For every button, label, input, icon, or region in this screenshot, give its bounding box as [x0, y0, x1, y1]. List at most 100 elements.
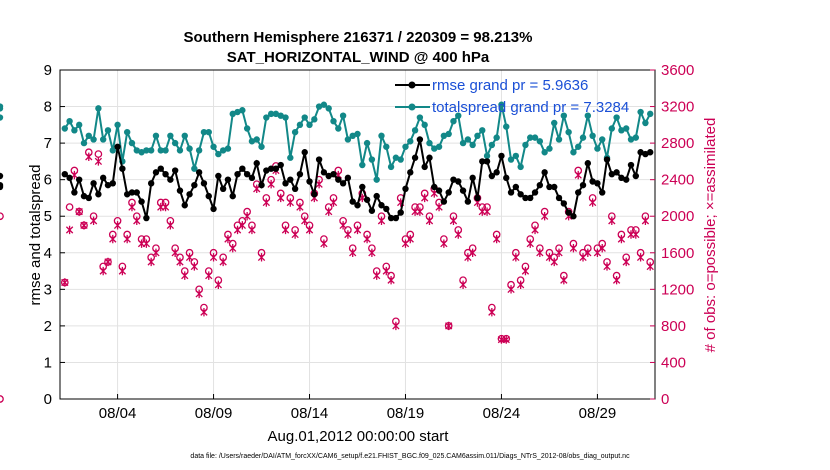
totalspread-point: [287, 154, 294, 161]
rmse-point: [99, 174, 107, 182]
rmse-point: [171, 167, 179, 174]
legend-spread-marker: [408, 103, 416, 111]
y-tick-right-label: 1600: [661, 245, 694, 262]
rmse-point: [315, 156, 323, 163]
totalspread-point: [277, 112, 284, 119]
obs-assimilated-point: [113, 221, 122, 230]
obs-assimilated-point: [440, 239, 448, 248]
rmse-point: [253, 160, 260, 167]
obs-assimilated-point: [200, 307, 208, 317]
rmse-point: [224, 176, 232, 183]
rmse-point: [243, 170, 251, 178]
totalspread-point: [459, 139, 467, 147]
rmse-point: [589, 178, 596, 185]
totalspread-point: [320, 101, 328, 108]
totalspread-point: [224, 145, 232, 152]
obs-assimilated-point: [195, 289, 203, 299]
totalspread-point: [80, 139, 88, 147]
rmse-point: [162, 170, 169, 178]
obs-assimilated-point: [329, 198, 338, 207]
rmse-point: [483, 158, 491, 165]
totalspread-point: [219, 147, 227, 154]
obs-assimilated-point: [560, 275, 568, 285]
totalspread-point: [608, 125, 616, 132]
rmse-point: [311, 191, 318, 198]
rmse-point: [157, 165, 164, 172]
x-axis-label: Aug.01,2012 00:00:00 start: [268, 428, 450, 445]
rmse-point: [282, 180, 289, 187]
rmse-point: [267, 165, 275, 172]
totalspread-point: [291, 128, 299, 136]
obs-assimilated-point: [373, 271, 381, 280]
obs-assimilated-point: [550, 257, 558, 267]
rmse-point: [0, 183, 4, 191]
totalspread-point: [234, 108, 241, 116]
obs-assimilated-point: [349, 248, 357, 257]
obs-assimilated-point: [516, 280, 525, 289]
totalspread-point: [200, 128, 208, 136]
obs-assimilated-point: [291, 230, 299, 239]
obs-assimilated-point: [286, 198, 294, 207]
totalspread-point: [143, 147, 150, 154]
rmse-point: [493, 169, 500, 176]
totalspread-point: [527, 134, 534, 141]
rmse-point: [565, 209, 572, 216]
x-axis: 08/04 08/09 08/14 08/19 08/24 08/29: [99, 394, 616, 422]
totalspread-point: [315, 103, 323, 110]
totalspread-point: [483, 152, 491, 160]
y-axis-right: 0 400 800 1200 1600 2000 2400 2800 3200 3600: [650, 62, 694, 408]
rmse-point: [219, 185, 227, 193]
totalspread-point: [104, 127, 112, 134]
rmse-point: [594, 180, 601, 187]
rmse-point: [335, 176, 342, 183]
rmse-point: [546, 183, 553, 191]
rmse-point: [647, 149, 654, 156]
totalspread-point: [474, 132, 481, 139]
rmse-point: [291, 185, 299, 193]
totalspread-point: [392, 154, 400, 161]
obs-assimilated-point: [305, 225, 314, 235]
obs-assimilated-point: [636, 253, 645, 262]
obs-assimilated-point: [454, 230, 462, 239]
legend: rmse grand pr = 5.9636 totalspread grand…: [395, 77, 629, 116]
totalspread-point: [301, 114, 308, 121]
totalspread-point: [498, 101, 505, 108]
legend-rmse-label: rmse grand pr = 5.9636: [432, 77, 588, 94]
totalspread-point: [152, 132, 160, 139]
totalspread-point: [167, 132, 174, 139]
obs-assimilated-point: [104, 257, 112, 267]
y-tick-left-label: 3: [44, 281, 52, 298]
obs-assimilated-point: [483, 207, 491, 216]
obs-assimilated-point: [166, 221, 175, 230]
rmse-point: [383, 205, 390, 213]
totalspread-point: [531, 134, 539, 141]
totalspread-point: [536, 138, 544, 145]
x-tick-label: 08/19: [387, 405, 425, 422]
obs-assimilated-point: [622, 257, 630, 267]
totalspread-point: [239, 107, 246, 114]
obs-assimilated-point: [109, 234, 117, 244]
rmse-point: [90, 180, 97, 187]
rmse-point: [181, 202, 188, 209]
obs-assimilated-point: [219, 257, 227, 267]
totalspread-point: [186, 145, 193, 152]
totalspread-point: [325, 105, 332, 112]
totalspread-point: [522, 141, 529, 149]
rmse-point: [503, 174, 510, 182]
obs-assimilated-point: [205, 271, 213, 280]
totalspread-point: [267, 110, 275, 118]
rmse-point: [440, 198, 448, 205]
rmse-point: [603, 156, 611, 163]
totalspread-point: [383, 143, 390, 150]
rmse-point: [464, 198, 472, 205]
rmse-point: [66, 174, 73, 182]
totalspread-point: [330, 117, 337, 125]
obs-assimilated-point: [492, 234, 501, 244]
rmse-point: [445, 189, 452, 196]
obs-assimilated-point: [176, 257, 184, 267]
y-tick-right-label: 1200: [661, 281, 694, 298]
totalspread-point: [71, 127, 78, 134]
y-tick-right-label: 0: [661, 391, 669, 408]
obs-assimilated-point: [320, 239, 328, 248]
totalspread-point: [253, 136, 260, 143]
